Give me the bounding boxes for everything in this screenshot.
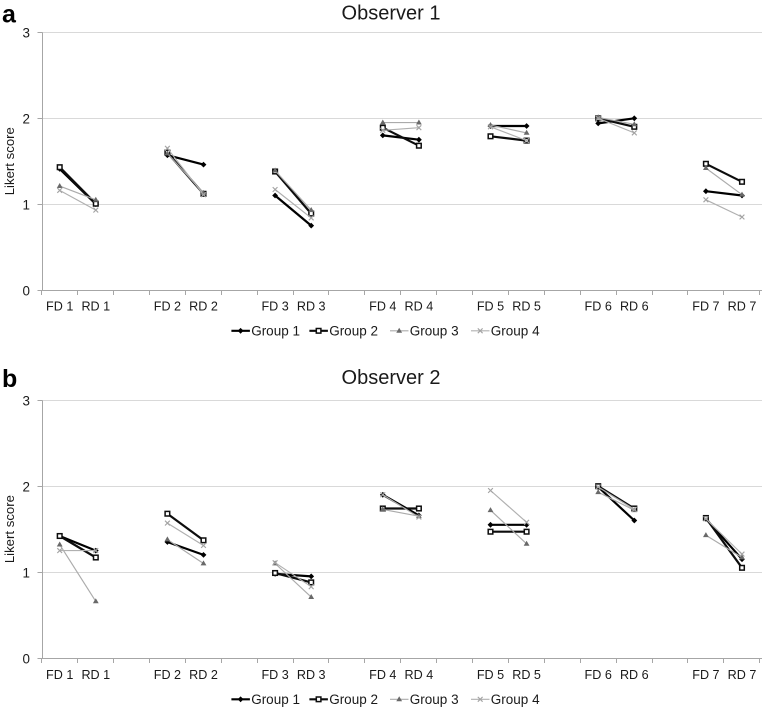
svg-text:Likert score: Likert score (2, 495, 17, 563)
svg-text:b: b (2, 365, 17, 393)
svg-text:RD 5: RD 5 (512, 668, 541, 682)
svg-text:FD 7: FD 7 (692, 668, 719, 682)
svg-text:RD 2: RD 2 (189, 300, 218, 314)
svg-text:RD 2: RD 2 (189, 668, 218, 682)
svg-text:Observer 2: Observer 2 (342, 367, 441, 389)
svg-text:RD 1: RD 1 (81, 300, 110, 314)
svg-text:RD 6: RD 6 (620, 300, 649, 314)
svg-text:RD 6: RD 6 (620, 668, 649, 682)
svg-text:RD 4: RD 4 (405, 300, 434, 314)
svg-text:FD 6: FD 6 (585, 300, 612, 314)
svg-text:1: 1 (23, 565, 30, 580)
svg-text:FD 3: FD 3 (261, 668, 288, 682)
svg-text:FD 4: FD 4 (369, 668, 396, 682)
svg-text:3: 3 (23, 394, 30, 409)
svg-text:RD 4: RD 4 (405, 668, 434, 682)
svg-text:FD 5: FD 5 (477, 668, 504, 682)
svg-text:RD 3: RD 3 (297, 668, 326, 682)
svg-text:FD 6: FD 6 (585, 668, 612, 682)
svg-text:FD 1: FD 1 (46, 300, 73, 314)
svg-text:FD 4: FD 4 (369, 300, 396, 314)
svg-text:RD 1: RD 1 (81, 668, 110, 682)
svg-text:FD 2: FD 2 (154, 300, 181, 314)
svg-text:RD 7: RD 7 (728, 300, 757, 314)
svg-text:FD 1: FD 1 (46, 668, 73, 682)
svg-text:0: 0 (23, 283, 30, 298)
svg-text:FD 2: FD 2 (154, 668, 181, 682)
svg-text:Group 4: Group 4 (491, 323, 540, 338)
svg-text:FD 7: FD 7 (692, 300, 719, 314)
svg-text:Group 4: Group 4 (491, 692, 540, 707)
svg-text:0: 0 (23, 651, 30, 666)
svg-text:2: 2 (23, 480, 30, 495)
svg-text:1: 1 (23, 197, 30, 212)
svg-text:Group 2: Group 2 (329, 692, 378, 707)
svg-text:Group 3: Group 3 (410, 323, 459, 338)
svg-text:a: a (2, 1, 17, 29)
svg-text:Group 1: Group 1 (251, 323, 300, 338)
svg-text:Group 1: Group 1 (251, 692, 300, 707)
svg-text:3: 3 (23, 26, 30, 41)
svg-text:RD 5: RD 5 (512, 300, 541, 314)
svg-text:RD 7: RD 7 (728, 668, 757, 682)
svg-text:Group 2: Group 2 (329, 323, 378, 338)
svg-text:Group 3: Group 3 (410, 692, 459, 707)
svg-text:RD 3: RD 3 (297, 300, 326, 314)
svg-text:Observer 1: Observer 1 (342, 3, 441, 25)
svg-text:FD 5: FD 5 (477, 300, 504, 314)
svg-text:Likert score: Likert score (2, 127, 17, 195)
svg-text:FD 3: FD 3 (261, 300, 288, 314)
svg-text:2: 2 (23, 112, 30, 127)
